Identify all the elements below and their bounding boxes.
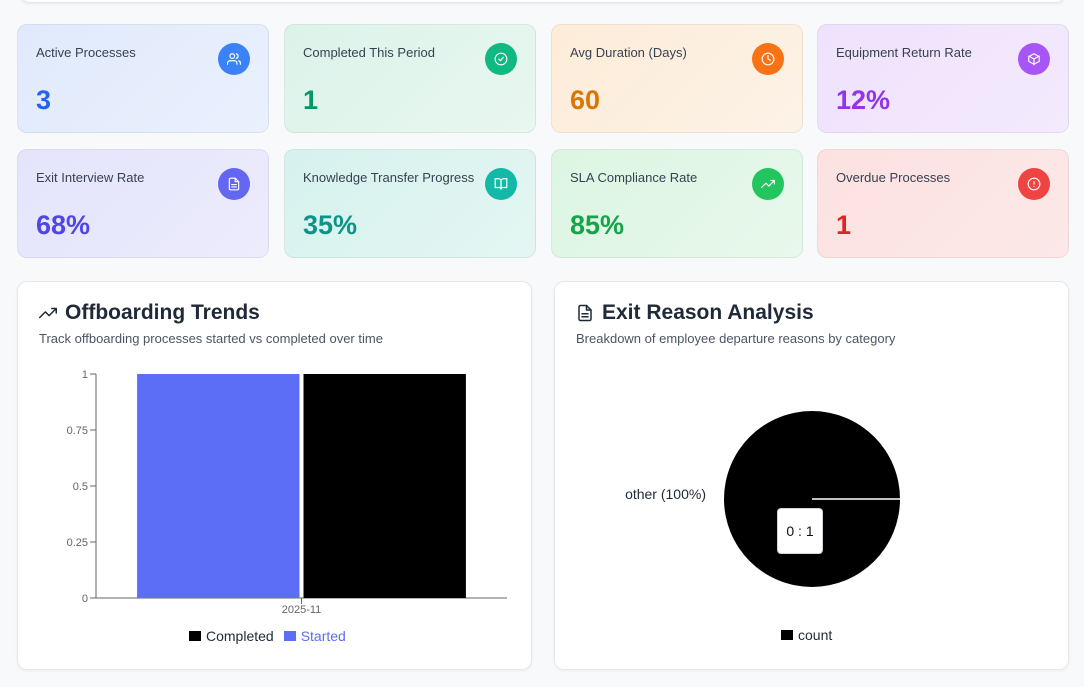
legend-started[interactable]: Started — [300, 628, 346, 644]
legend-count[interactable]: count — [798, 627, 833, 643]
metric-label: Completed This Period — [303, 45, 435, 60]
check-circle-icon — [485, 43, 517, 75]
legend-swatch-completed — [189, 631, 201, 641]
metric-card: Overdue Processes 1 — [817, 149, 1069, 258]
metric-label: Equipment Return Rate — [836, 45, 972, 60]
file-text-icon — [218, 168, 250, 200]
y-tick-label: 0.25 — [67, 537, 88, 549]
package-icon — [1018, 43, 1050, 75]
metric-value: 68% — [36, 210, 91, 240]
alert-circle-icon — [1018, 168, 1050, 200]
y-tick-label: 1 — [82, 369, 88, 381]
trends-title: Offboarding Trends — [39, 301, 260, 325]
trends-legend: Completed Started — [189, 628, 346, 644]
metric-label: Knowledge Transfer Progress — [303, 170, 475, 185]
legend-completed[interactable]: Completed — [206, 628, 274, 644]
metric-value: 35% — [303, 210, 358, 240]
metric-card: Exit Interview Rate 68% — [17, 149, 269, 258]
book-open-icon — [485, 168, 517, 200]
x-tick-label: 2025-11 — [282, 604, 322, 616]
pie-tooltip-text: 0 : 1 — [786, 523, 814, 539]
y-tick-label: 0.5 — [73, 481, 88, 493]
legend-swatch-started — [283, 631, 296, 641]
metric-label: SLA Compliance Rate — [570, 170, 698, 185]
metric-value: 60 — [570, 85, 601, 115]
metric-value: 3 — [36, 85, 52, 115]
legend-swatch-count — [781, 630, 793, 640]
exit-title-text: Exit Reason Analysis — [602, 301, 814, 324]
metric-card: Avg Duration (Days) 60 — [551, 24, 803, 133]
metric-value: 12% — [836, 85, 891, 115]
metric-card: Knowledge Transfer Progress 35% — [284, 149, 536, 258]
exit-reason-panel: Exit Reason Analysis Breakdown of employ… — [554, 281, 1069, 670]
trending-up-icon — [39, 307, 57, 319]
exit-title: Exit Reason Analysis — [576, 301, 814, 325]
exit-subtitle: Breakdown of employee departure reasons … — [576, 331, 896, 346]
trends-title-text: Offboarding Trends — [65, 301, 260, 324]
exit-legend: count — [781, 627, 832, 643]
y-tick-label: 0 — [82, 593, 88, 605]
trending-up-icon — [752, 168, 784, 200]
trends-bar-chart: 0 0.25 0.5 0.75 1 2025-11 — [67, 369, 507, 616]
metric-value: 1 — [836, 210, 852, 240]
offboarding-trends-panel: Offboarding Trends Track offboarding pro… — [17, 281, 532, 670]
metric-card: SLA Compliance Rate 85% — [551, 149, 803, 258]
metric-card: Completed This Period 1 — [284, 24, 536, 133]
bar-completed — [303, 374, 466, 598]
pie-tooltip: 0 : 1 — [777, 508, 823, 554]
metric-value: 1 — [303, 85, 319, 115]
metric-label: Avg Duration (Days) — [570, 45, 687, 60]
y-tick-label: 0.75 — [67, 425, 88, 437]
metric-label: Exit Interview Rate — [36, 170, 145, 185]
metric-label: Overdue Processes — [836, 170, 951, 185]
file-text-icon — [578, 304, 592, 322]
pie-label-other: other (100%) — [625, 486, 706, 502]
trends-subtitle: Track offboarding processes started vs c… — [39, 331, 383, 346]
top-header-bar — [20, 0, 1066, 2]
metric-value: 85% — [570, 210, 625, 240]
metric-label: Active Processes — [36, 45, 136, 60]
clock-icon — [752, 43, 784, 75]
exit-pie-chart: other (100%) — [625, 411, 900, 587]
metric-card: Active Processes 3 — [17, 24, 269, 133]
bar-started — [137, 374, 300, 598]
users-icon — [218, 43, 250, 75]
metric-card: Equipment Return Rate 12% — [817, 24, 1069, 133]
